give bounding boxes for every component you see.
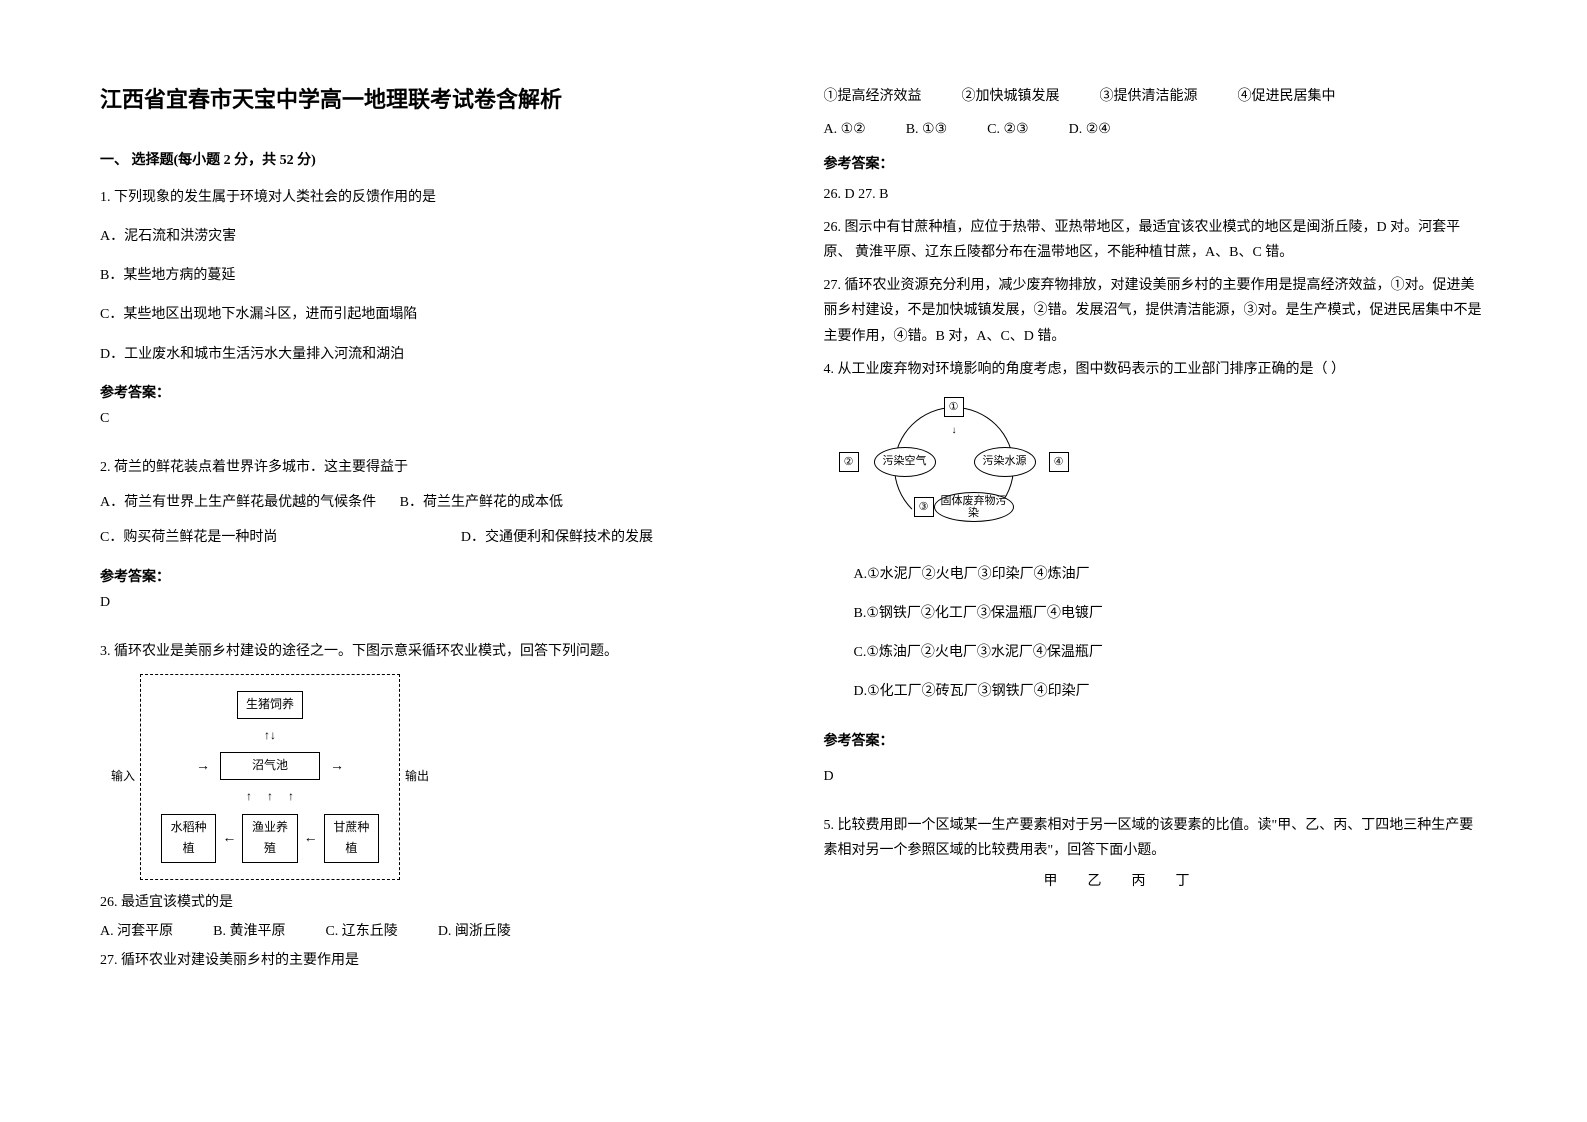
node-fish: 渔业养殖 xyxy=(242,814,297,863)
q3-sub27-opt3: ③提供清洁能源 xyxy=(1100,84,1198,109)
q3-sub27-stem: 27. 循环农业对建设美丽乡村的主要作用是 xyxy=(100,948,764,973)
node-pig: 生猪饲养 xyxy=(237,691,303,719)
node-solid: 固体废弃物污染 xyxy=(934,492,1014,522)
node-cane: 甘蔗种植 xyxy=(324,814,379,863)
left-column: 江西省宜春市天宝中学高一地理联考试卷含解析 一、 选择题(每小题 2 分，共 5… xyxy=(100,80,764,1042)
q3-sub26-d: D. 闽浙丘陵 xyxy=(438,919,511,944)
q3-flow-diagram: 输入 输出 生猪饲养 ↑↓ → 沼气池 → ↑ ↑ ↑ 水稻种植 ← 渔业养殖 … xyxy=(140,674,764,880)
q3-answer-label: 参考答案： xyxy=(824,152,1488,177)
q4-option-c: C.①炼油厂②火电厂③水泥厂④保温瓶厂 xyxy=(854,640,1488,665)
q3-sub26-a: A. 河套平原 xyxy=(100,919,173,944)
section-header: 一、 选择题(每小题 2 分，共 52 分) xyxy=(100,148,764,173)
q4-answer: D xyxy=(824,764,1488,789)
q3-sub27-opt4: ④促进民居集中 xyxy=(1238,84,1336,109)
question-3: 3. 循环农业是美丽乡村建设的途径之一。下图示意采循环农业模式，回答下列问题。 … xyxy=(100,635,764,977)
node-biogas: 沼气池 xyxy=(220,752,320,780)
q4-option-a: A.①水泥厂②火电厂③印染厂④炼油厂 xyxy=(854,562,1488,587)
q2-stem: 2. 荷兰的鲜花装点着世界许多城市．这主要得益于 xyxy=(100,455,764,480)
q4-stem: 4. 从工业废弃物对环境影响的角度考虑，图中数码表示的工业部门排序正确的是（ ） xyxy=(824,357,1488,382)
node-num1: ① xyxy=(944,397,964,417)
q4-option-b: B.①钢铁厂②化工厂③保温瓶厂④电镀厂 xyxy=(854,601,1488,626)
q3-sub27-opts: ①提高经济效益 ②加快城镇发展 ③提供清洁能源 ④促进民居集中 xyxy=(824,84,1488,109)
q3-sub26-stem: 26. 最适宜该模式的是 xyxy=(100,890,764,915)
q3-sub27-b: B. ①③ xyxy=(906,117,947,142)
question-5: 5. 比较费用即一个区域某一生产要素相对于另一区域的该要素的比值。读"甲、乙、丙… xyxy=(824,809,1488,895)
q3-sub27-a: A. ①② xyxy=(824,117,866,142)
q1-stem: 1. 下列现象的发生属于环境对人类社会的反馈作用的是 xyxy=(100,185,764,210)
arrow-icon: → xyxy=(196,754,210,779)
q1-option-a: A．泥石流和洪涝灾害 xyxy=(100,224,764,249)
q3-sub26-c: C. 辽东丘陵 xyxy=(325,919,397,944)
q3-answer-line: 26. D 27. B xyxy=(824,182,1488,207)
node-air: 污染空气 xyxy=(874,447,936,477)
q3-sub27-c: C. ②③ xyxy=(987,117,1028,142)
q2-answer-label: 参考答案： xyxy=(100,565,764,590)
node-num3: ③ xyxy=(914,497,934,517)
diagram-input-label: 输入 xyxy=(111,766,135,788)
question-2: 2. 荷兰的鲜花装点着世界许多城市．这主要得益于 A．荷兰有世界上生产鲜花最优越… xyxy=(100,451,764,625)
arrow-icon: ↑↓ xyxy=(161,725,379,747)
q5-table-header: 甲 乙 丙 丁 xyxy=(1044,869,1488,894)
q3-explain-27: 27. 循环农业资源充分利用，减少废弃物排放，对建设美丽乡村的主要作用是提高经济… xyxy=(824,273,1488,349)
arrow-icon: ← xyxy=(222,826,236,851)
q3-sub27-d: D. ②④ xyxy=(1069,117,1111,142)
q3-sub27-choices: A. ①② B. ①③ C. ②③ D. ②④ xyxy=(824,117,1488,142)
q2-option-a: A．荷兰有世界上生产鲜花最优越的气候条件 xyxy=(100,495,376,510)
arrow-icon: ↓ xyxy=(952,422,957,440)
q2-option-c: C．购买荷兰鲜花是一种时尚 xyxy=(100,530,277,545)
q5-th-3: 丙 xyxy=(1132,869,1146,894)
question-1: 1. 下列现象的发生属于环境对人类社会的反馈作用的是 A．泥石流和洪涝灾害 B．… xyxy=(100,181,764,441)
q2-answer: D xyxy=(100,590,764,615)
node-num4: ④ xyxy=(1049,452,1069,472)
q3-explain-26: 26. 图示中有甘蔗种植，应位于热带、亚热带地区，最适宜该农业模式的地区是闽浙丘… xyxy=(824,215,1488,265)
node-water: 污染水源 xyxy=(974,447,1036,477)
node-num2: ② xyxy=(839,452,859,472)
arrow-icon: → xyxy=(330,754,344,779)
q5-th-4: 丁 xyxy=(1176,869,1190,894)
q3-sub26-b: B. 黄淮平原 xyxy=(213,919,285,944)
q5-th-2: 乙 xyxy=(1088,869,1102,894)
q4-option-d: D.①化工厂②砖瓦厂③钢铁厂④印染厂 xyxy=(854,679,1488,704)
q2-option-d: D．交通便利和保鲜技术的发展 xyxy=(461,530,653,545)
q1-answer: C xyxy=(100,406,764,431)
q5-stem: 5. 比较费用即一个区域某一生产要素相对于另一区域的该要素的比值。读"甲、乙、丙… xyxy=(824,813,1488,863)
q5-th-1: 甲 xyxy=(1044,869,1058,894)
document-title: 江西省宜春市天宝中学高一地理联考试卷含解析 xyxy=(100,80,764,120)
q1-option-b: B．某些地方病的蔓延 xyxy=(100,263,764,288)
node-rice: 水稻种植 xyxy=(161,814,216,863)
right-column: ①提高经济效益 ②加快城镇发展 ③提供清洁能源 ④促进民居集中 A. ①② B.… xyxy=(824,80,1488,1042)
q1-answer-label: 参考答案： xyxy=(100,381,764,406)
q3-stem: 3. 循环农业是美丽乡村建设的途径之一。下图示意采循环农业模式，回答下列问题。 xyxy=(100,639,764,664)
q4-answer-label: 参考答案： xyxy=(824,729,1488,754)
arrow-icon: ← xyxy=(304,826,318,851)
q3-sub27-opt1: ①提高经济效益 xyxy=(824,84,922,109)
q4-circle-diagram: ① ② ③ ④ 污染空气 污染水源 固体废弃物污染 ↓ xyxy=(834,397,1074,547)
q2-option-b: B．荷兰生产鲜花的成本低 xyxy=(400,495,563,510)
q1-option-c: C．某些地区出现地下水漏斗区，进而引起地面塌陷 xyxy=(100,302,764,327)
q3-sub27-opt2: ②加快城镇发展 xyxy=(962,84,1060,109)
diagram-output-label: 输出 xyxy=(405,766,429,788)
q3-sub26-options: A. 河套平原 B. 黄淮平原 C. 辽东丘陵 D. 闽浙丘陵 xyxy=(100,919,764,944)
question-4: 4. 从工业废弃物对环境影响的角度考虑，图中数码表示的工业部门排序正确的是（ ）… xyxy=(824,353,1488,799)
q1-option-d: D．工业废水和城市生活污水大量排入河流和湖泊 xyxy=(100,342,764,367)
arrow-icon: ↑ ↑ ↑ xyxy=(161,786,379,808)
